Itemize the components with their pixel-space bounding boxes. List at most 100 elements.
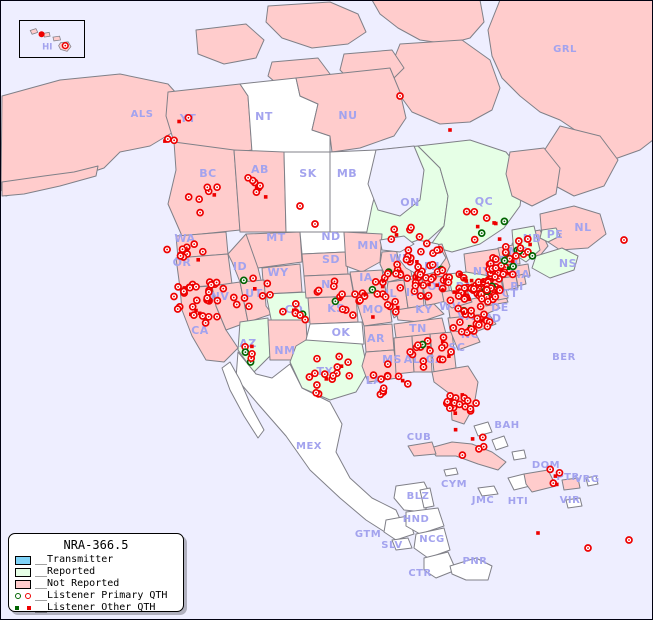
region-aleutians bbox=[1, 165, 99, 197]
region-label-SLV: SLV bbox=[381, 540, 402, 551]
marker-listener-primary-qth bbox=[383, 301, 392, 309]
marker-listener-primary-qth bbox=[305, 373, 314, 381]
marker-listener-primary-qth bbox=[371, 278, 380, 286]
region-label-CA: CA bbox=[191, 324, 209, 337]
marker-listener-primary-qth bbox=[509, 262, 517, 271]
region-label-CUB: CUB bbox=[407, 432, 432, 443]
marker-listener-other-qth bbox=[427, 282, 431, 287]
marker-listener-primary-qth bbox=[266, 290, 274, 299]
region-label-QC: QC bbox=[475, 195, 493, 208]
marker-listener-primary-qth bbox=[345, 371, 354, 380]
region-label-ID: ID bbox=[233, 260, 247, 273]
marker-primary-qth bbox=[61, 42, 69, 50]
marker-listener-primary-qth bbox=[311, 369, 319, 378]
marker-listener-primary-qth bbox=[438, 343, 446, 352]
marker-listener-primary-qth bbox=[470, 235, 479, 244]
region-label-BLZ: BLZ bbox=[407, 491, 430, 502]
region-DOM bbox=[523, 469, 557, 493]
marker-listener-primary-qth bbox=[416, 270, 425, 279]
marker-listener-other-qth bbox=[418, 282, 422, 286]
marker-listener-primary-qth bbox=[439, 333, 448, 342]
marker-listener-primary-qth bbox=[163, 135, 172, 143]
marker-listener-primary-qth bbox=[426, 346, 434, 355]
region-label-ND: ND bbox=[321, 230, 340, 243]
marker-listener-other-qth bbox=[511, 259, 515, 264]
marker-listener-primary-qth bbox=[331, 297, 340, 306]
region-CTR bbox=[423, 551, 457, 579]
region-label-PE: PE bbox=[547, 228, 564, 241]
marker-listener-primary-qth bbox=[484, 297, 492, 306]
marker-listener-other-qth bbox=[371, 315, 375, 319]
marker-listener-primary-qth bbox=[329, 282, 338, 291]
marker-listener-primary-qth bbox=[620, 236, 628, 244]
marker-listener-other-qth bbox=[528, 242, 532, 247]
marker-listener-primary-qth bbox=[239, 276, 248, 285]
marker-listener-primary-qth bbox=[478, 433, 487, 442]
marker-listener-primary-qth bbox=[170, 136, 178, 145]
marker-listener-primary-qth bbox=[241, 348, 250, 356]
marker-listener-other-qth bbox=[380, 284, 385, 289]
marker-listener-other-qth bbox=[381, 278, 386, 283]
region-label-WY: WY bbox=[267, 266, 289, 279]
marker-listener-other-qth bbox=[400, 378, 405, 383]
region-label-HTI: HTI bbox=[508, 496, 528, 507]
marker-listener-primary-qth bbox=[383, 269, 392, 278]
region-label-PNR: PNR bbox=[463, 556, 488, 567]
region-BAH-3 bbox=[511, 449, 527, 461]
marker-listener-primary-qth bbox=[500, 256, 509, 265]
marker-listener-other-qth bbox=[555, 482, 559, 487]
legend-item-reported: __Reported bbox=[15, 566, 183, 578]
region-CUB bbox=[429, 441, 507, 471]
marker-listener-primary-qth bbox=[207, 281, 216, 289]
marker-listener-primary-qth bbox=[196, 208, 204, 217]
region-label-AR: AR bbox=[367, 332, 385, 345]
marker-listener-other-qth bbox=[415, 260, 419, 264]
marker-listener-primary-qth bbox=[229, 293, 238, 302]
marker-listener-other-qth bbox=[194, 308, 198, 313]
legend-title: NRA-366.5 bbox=[63, 538, 129, 552]
region-label-KY: KY bbox=[415, 303, 433, 316]
legend-label-reported: __Reported bbox=[35, 566, 96, 577]
marker-listener-other-qth bbox=[177, 119, 181, 124]
marker-listener-primary-qth bbox=[483, 322, 492, 331]
region-label-ON: ON bbox=[400, 196, 420, 209]
legend-swatch-not-reported bbox=[15, 579, 31, 589]
marker-listener-primary-qth bbox=[338, 290, 346, 299]
region-SLV bbox=[391, 537, 413, 551]
marker-listener-other-qth bbox=[363, 292, 367, 296]
marker-listener-other-qth bbox=[453, 427, 458, 432]
marker-listener-other-qth bbox=[337, 297, 342, 302]
marker-listener-primary-qth bbox=[174, 283, 182, 291]
region-label-CYM: CYM bbox=[441, 479, 467, 490]
region-label-MB: MB bbox=[337, 167, 357, 180]
region-label-WA: WA bbox=[174, 232, 195, 245]
marker-listener-primary-qth bbox=[179, 287, 188, 296]
marker-listener-primary-qth bbox=[192, 282, 200, 291]
region-NU bbox=[295, 67, 407, 153]
marker-listener-primary-qth bbox=[188, 302, 197, 311]
legend-label-not-reported: __Not Reported bbox=[35, 578, 120, 589]
region-label-ALS: ALS bbox=[131, 109, 154, 120]
marker-listener-primary-qth bbox=[495, 286, 504, 295]
marker-listener-primary-qth bbox=[444, 278, 453, 287]
marker-listener-primary-qth bbox=[514, 237, 523, 245]
marker-listener-primary-qth bbox=[396, 92, 404, 100]
marker-listener-primary-qth bbox=[422, 239, 431, 248]
marker-listener-primary-qth bbox=[252, 188, 261, 196]
marker-listener-other-qth bbox=[494, 221, 498, 226]
region-MT bbox=[245, 231, 303, 269]
marker-listener-primary-qth bbox=[416, 292, 425, 300]
marker-listener-primary-qth bbox=[524, 248, 532, 256]
marker-listener-primary-qth bbox=[351, 290, 359, 299]
marker-listener-other-qth bbox=[481, 279, 485, 284]
region-label-VIR: VIR bbox=[560, 495, 581, 506]
region-PTR bbox=[561, 477, 581, 491]
marker-listener-primary-qth bbox=[184, 193, 193, 201]
marker-listener-primary-qth bbox=[483, 286, 491, 294]
other-qth-green-icon bbox=[15, 606, 19, 610]
region-label-RI: RI bbox=[510, 280, 524, 293]
region-label-MT: MT bbox=[266, 231, 285, 244]
marker-listener-primary-qth bbox=[516, 244, 525, 252]
hawaii-inset-svg: HI bbox=[29, 28, 72, 52]
marker-listener-other-qth bbox=[196, 258, 200, 262]
